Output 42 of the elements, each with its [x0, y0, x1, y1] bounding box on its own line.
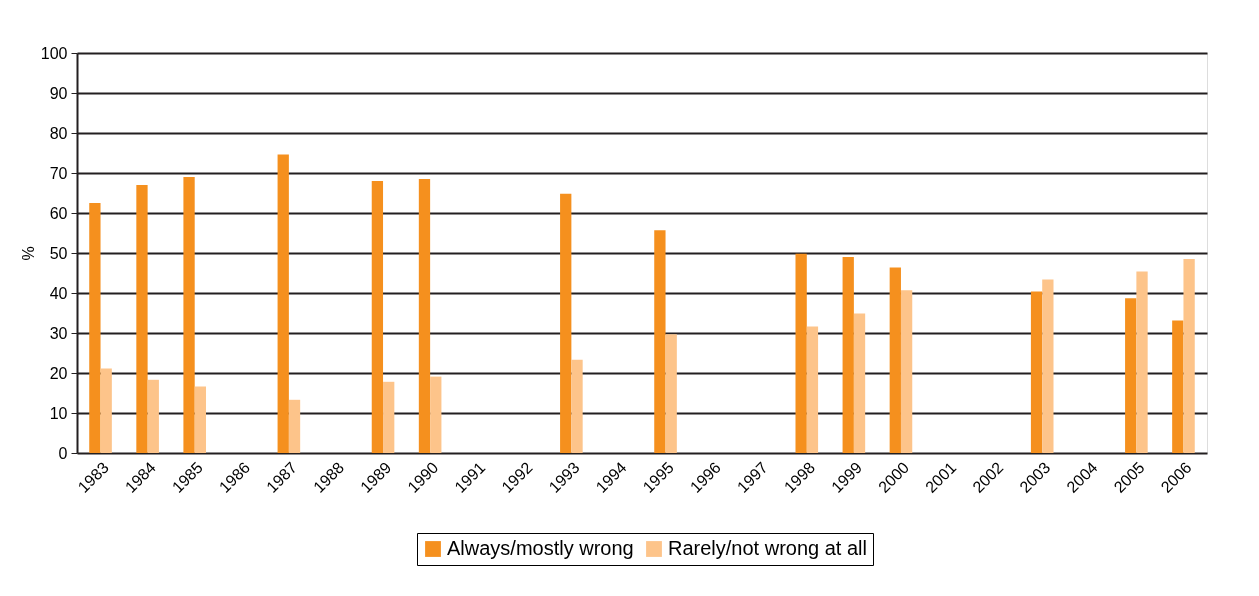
y-tick-label: 50 — [49, 244, 68, 262]
bar — [383, 381, 395, 453]
y-axis-title: % — [19, 246, 37, 261]
y-tick-label: 90 — [49, 84, 68, 102]
bar — [571, 359, 583, 453]
bar — [194, 386, 207, 453]
bar — [889, 267, 901, 453]
y-tick-label: 60 — [49, 204, 68, 222]
bar — [1136, 271, 1148, 453]
bar — [842, 257, 854, 453]
bar — [89, 203, 101, 453]
bar — [277, 154, 289, 453]
bar — [288, 399, 301, 453]
legend-label: Always/mostly wrong — [447, 537, 634, 559]
bar — [560, 193, 572, 453]
legend-label: Rarely/not wrong at all — [668, 537, 867, 559]
y-tick-label: 40 — [49, 284, 68, 302]
bar — [1042, 279, 1054, 453]
bar — [371, 181, 384, 453]
bar — [1125, 298, 1137, 453]
bar — [147, 379, 159, 453]
y-tick-label: 30 — [49, 324, 68, 342]
bar — [853, 313, 866, 453]
y-tick-label: 80 — [49, 124, 68, 142]
y-tick-label: 20 — [49, 364, 68, 382]
bar — [430, 376, 442, 453]
bar — [1172, 320, 1184, 453]
bar — [900, 290, 913, 453]
bar — [795, 253, 807, 453]
bar — [1183, 259, 1195, 453]
bar — [654, 230, 666, 453]
bar — [136, 185, 148, 453]
bar — [1030, 291, 1043, 453]
bar — [806, 326, 819, 453]
bar — [183, 177, 195, 453]
y-tick-label: 100 — [40, 44, 68, 62]
y-tick-label: 70 — [49, 164, 68, 182]
bar — [100, 368, 112, 453]
bar — [665, 334, 677, 453]
y-tick-label: 0 — [58, 444, 68, 462]
bar — [418, 179, 431, 453]
y-tick-label: 10 — [49, 404, 68, 422]
